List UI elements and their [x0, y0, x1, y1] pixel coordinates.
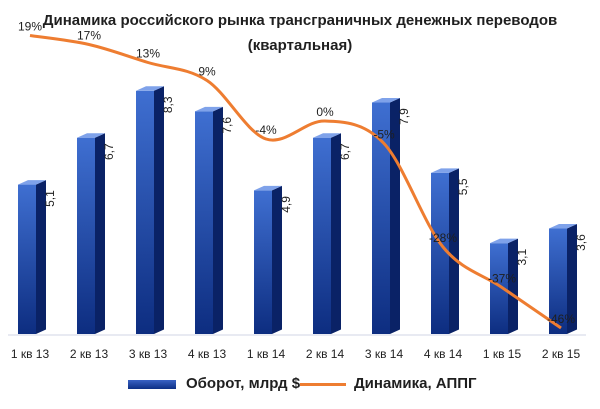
bar-front — [136, 90, 154, 334]
x-tick-label: 1 кв 14 — [247, 347, 286, 361]
bar-side — [331, 133, 341, 334]
bar-top — [549, 224, 577, 229]
line-value-label: 17% — [77, 29, 101, 43]
bar-front — [195, 111, 213, 334]
legend-bar-swatch — [128, 380, 176, 389]
bar-top — [431, 168, 459, 173]
bar — [431, 168, 459, 334]
line-value-label: -5% — [373, 128, 395, 142]
bar-value-label: 6,7 — [102, 143, 116, 160]
x-tick-label: 1 кв 13 — [11, 347, 50, 361]
line-value-label: -37% — [488, 272, 516, 286]
bar-value-label: 3,1 — [515, 249, 529, 266]
bar-front — [313, 137, 331, 334]
line-value-label: -4% — [255, 123, 277, 137]
chart-subtitle: (квартальная) — [247, 37, 353, 54]
bar-top — [136, 86, 164, 91]
bar-value-label: 5,5 — [456, 178, 470, 195]
x-tick-label: 4 кв 14 — [424, 347, 463, 361]
bar-top — [77, 133, 105, 138]
bar — [549, 224, 577, 334]
bar — [313, 133, 341, 334]
line-value-label: 9% — [198, 65, 216, 79]
bar-front — [18, 184, 36, 334]
legend: Оборот, млрд $ Динамика, АППГ — [0, 374, 600, 396]
bar-front — [77, 137, 95, 334]
bar-value-label: 7,6 — [220, 117, 234, 134]
bar-top — [195, 106, 223, 112]
x-tick-label: 2 кв 14 — [306, 347, 345, 361]
bar-front — [254, 190, 272, 334]
x-tick-label: 4 кв 13 — [188, 347, 227, 361]
series-line — [29, 34, 562, 330]
legend-line-swatch — [300, 383, 346, 386]
line-value-label: 13% — [136, 47, 160, 61]
bar-top — [372, 98, 400, 103]
bar-side — [36, 180, 46, 334]
bar-value-label: 3,6 — [574, 234, 588, 251]
bar-side — [272, 185, 282, 334]
line-value-label: -46% — [547, 312, 575, 326]
x-tick-label: 3 кв 14 — [365, 347, 404, 361]
x-tick-label: 2 кв 15 — [542, 347, 581, 361]
bar-side — [154, 86, 164, 334]
bar-side — [508, 238, 518, 334]
bar — [195, 106, 223, 334]
bar-side — [449, 168, 459, 334]
bar-top — [313, 133, 341, 138]
bar-top — [490, 238, 518, 244]
bar — [77, 133, 105, 334]
bar-front — [372, 102, 390, 334]
bar — [254, 185, 282, 334]
legend-label-line: Динамика, АППГ — [354, 375, 477, 392]
bar — [18, 180, 46, 334]
bar-value-label: 7,9 — [397, 108, 411, 125]
bar-top — [254, 185, 282, 191]
x-tick-label: 3 кв 13 — [129, 347, 168, 361]
bar-top — [18, 180, 46, 185]
bar — [136, 86, 164, 334]
legend-label-bar: Оборот, млрд $ — [186, 375, 301, 392]
x-tick-label: 2 кв 13 — [70, 347, 109, 361]
bar-front — [431, 172, 449, 334]
bar-value-label: 6,7 — [338, 143, 352, 160]
bar — [490, 238, 518, 334]
line-value-label: -28% — [429, 231, 457, 245]
bar-side — [95, 133, 105, 334]
chart-title: Динамика российского рынка трансграничны… — [42, 12, 558, 29]
line-value-label: 0% — [316, 105, 334, 119]
x-tick-label: 1 кв 15 — [483, 347, 522, 361]
bar-value-label: 5,1 — [43, 190, 57, 207]
bar-value-label: 8,3 — [161, 96, 175, 113]
bar-front — [490, 243, 508, 334]
bar-value-label: 4,9 — [279, 196, 293, 213]
line-value-label: 19% — [18, 20, 42, 34]
bar-side — [567, 224, 577, 334]
bar-side — [213, 106, 223, 334]
bar-front — [549, 228, 567, 334]
